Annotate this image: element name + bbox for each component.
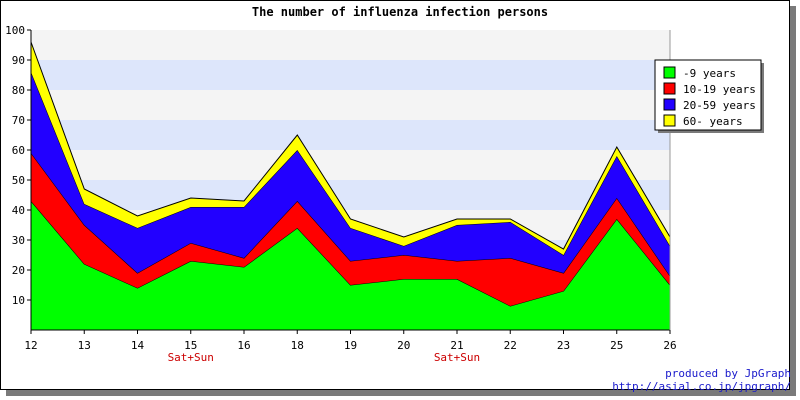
x-tick-label: 26 bbox=[663, 339, 676, 352]
grid-band bbox=[31, 90, 670, 120]
y-tick-label: 30 bbox=[12, 234, 25, 247]
x-tick-label: 13 bbox=[78, 339, 91, 352]
chart-title: The number of influenza infection person… bbox=[252, 5, 548, 19]
x-tick-label: 25 bbox=[610, 339, 623, 352]
grid-band bbox=[31, 30, 670, 60]
x-tick-label: 15 bbox=[184, 339, 197, 352]
legend-label: 10-19 years bbox=[683, 83, 756, 96]
legend-label: 20-59 years bbox=[683, 99, 756, 112]
x-tick-label: 21 bbox=[450, 339, 463, 352]
weekend-annotation: Sat+Sun bbox=[168, 351, 214, 364]
legend-swatch bbox=[663, 114, 676, 127]
stacked-areas bbox=[30, 41, 671, 330]
x-tick-label: 23 bbox=[557, 339, 570, 352]
y-tick-label: 10 bbox=[12, 294, 25, 307]
legend-swatch bbox=[663, 98, 676, 111]
y-tick-label: 90 bbox=[12, 54, 25, 67]
credit-line-1: produced by JpGraph bbox=[665, 367, 791, 380]
legend-label: 60- years bbox=[683, 115, 743, 128]
area-outline-4 bbox=[30, 41, 671, 250]
grid-band bbox=[31, 180, 670, 210]
annotations: Sat+Sun Sat+Sun bbox=[168, 351, 481, 364]
area-series-1 bbox=[31, 201, 670, 330]
x-tick-label: 18 bbox=[291, 339, 304, 352]
legend: -9 years 10-19 years 20-59 years 60- years bbox=[654, 59, 764, 133]
x-tick-label: 20 bbox=[397, 339, 410, 352]
x-tick-label: 14 bbox=[131, 339, 145, 352]
y-tick-label: 70 bbox=[12, 114, 25, 127]
frame-shadow-right bbox=[790, 6, 796, 396]
x-tick-label: 12 bbox=[24, 339, 37, 352]
y-tick-label: 60 bbox=[12, 144, 25, 157]
frame-shadow-bottom bbox=[6, 390, 796, 396]
weekend-annotation: Sat+Sun bbox=[434, 351, 480, 364]
legend-label: -9 years bbox=[683, 67, 736, 80]
legend-swatch bbox=[663, 82, 676, 95]
y-tick-label: 100 bbox=[5, 24, 25, 37]
x-tick-label: 22 bbox=[504, 339, 517, 352]
y-tick-label: 40 bbox=[12, 204, 25, 217]
grid-band bbox=[31, 150, 670, 180]
y-tick-label: 50 bbox=[12, 174, 25, 187]
area-series-3 bbox=[31, 72, 670, 276]
legend-swatch bbox=[663, 66, 676, 79]
y-tick-label: 80 bbox=[12, 84, 25, 97]
area-series-4 bbox=[31, 42, 670, 255]
x-tick-label: 19 bbox=[344, 339, 357, 352]
y-tick-label: 20 bbox=[12, 264, 25, 277]
grid-band bbox=[31, 60, 670, 90]
grid-band bbox=[31, 120, 670, 150]
axes: 10 20 30 40 50 60 70 80 90 100 12 13 14 15 16 18 19 20 21 2… bbox=[5, 24, 677, 352]
area-series-2 bbox=[31, 153, 670, 306]
x-tick-label: 16 bbox=[237, 339, 250, 352]
credit-line-2: http://asial.co.jp/jpgraph/ bbox=[612, 380, 791, 393]
